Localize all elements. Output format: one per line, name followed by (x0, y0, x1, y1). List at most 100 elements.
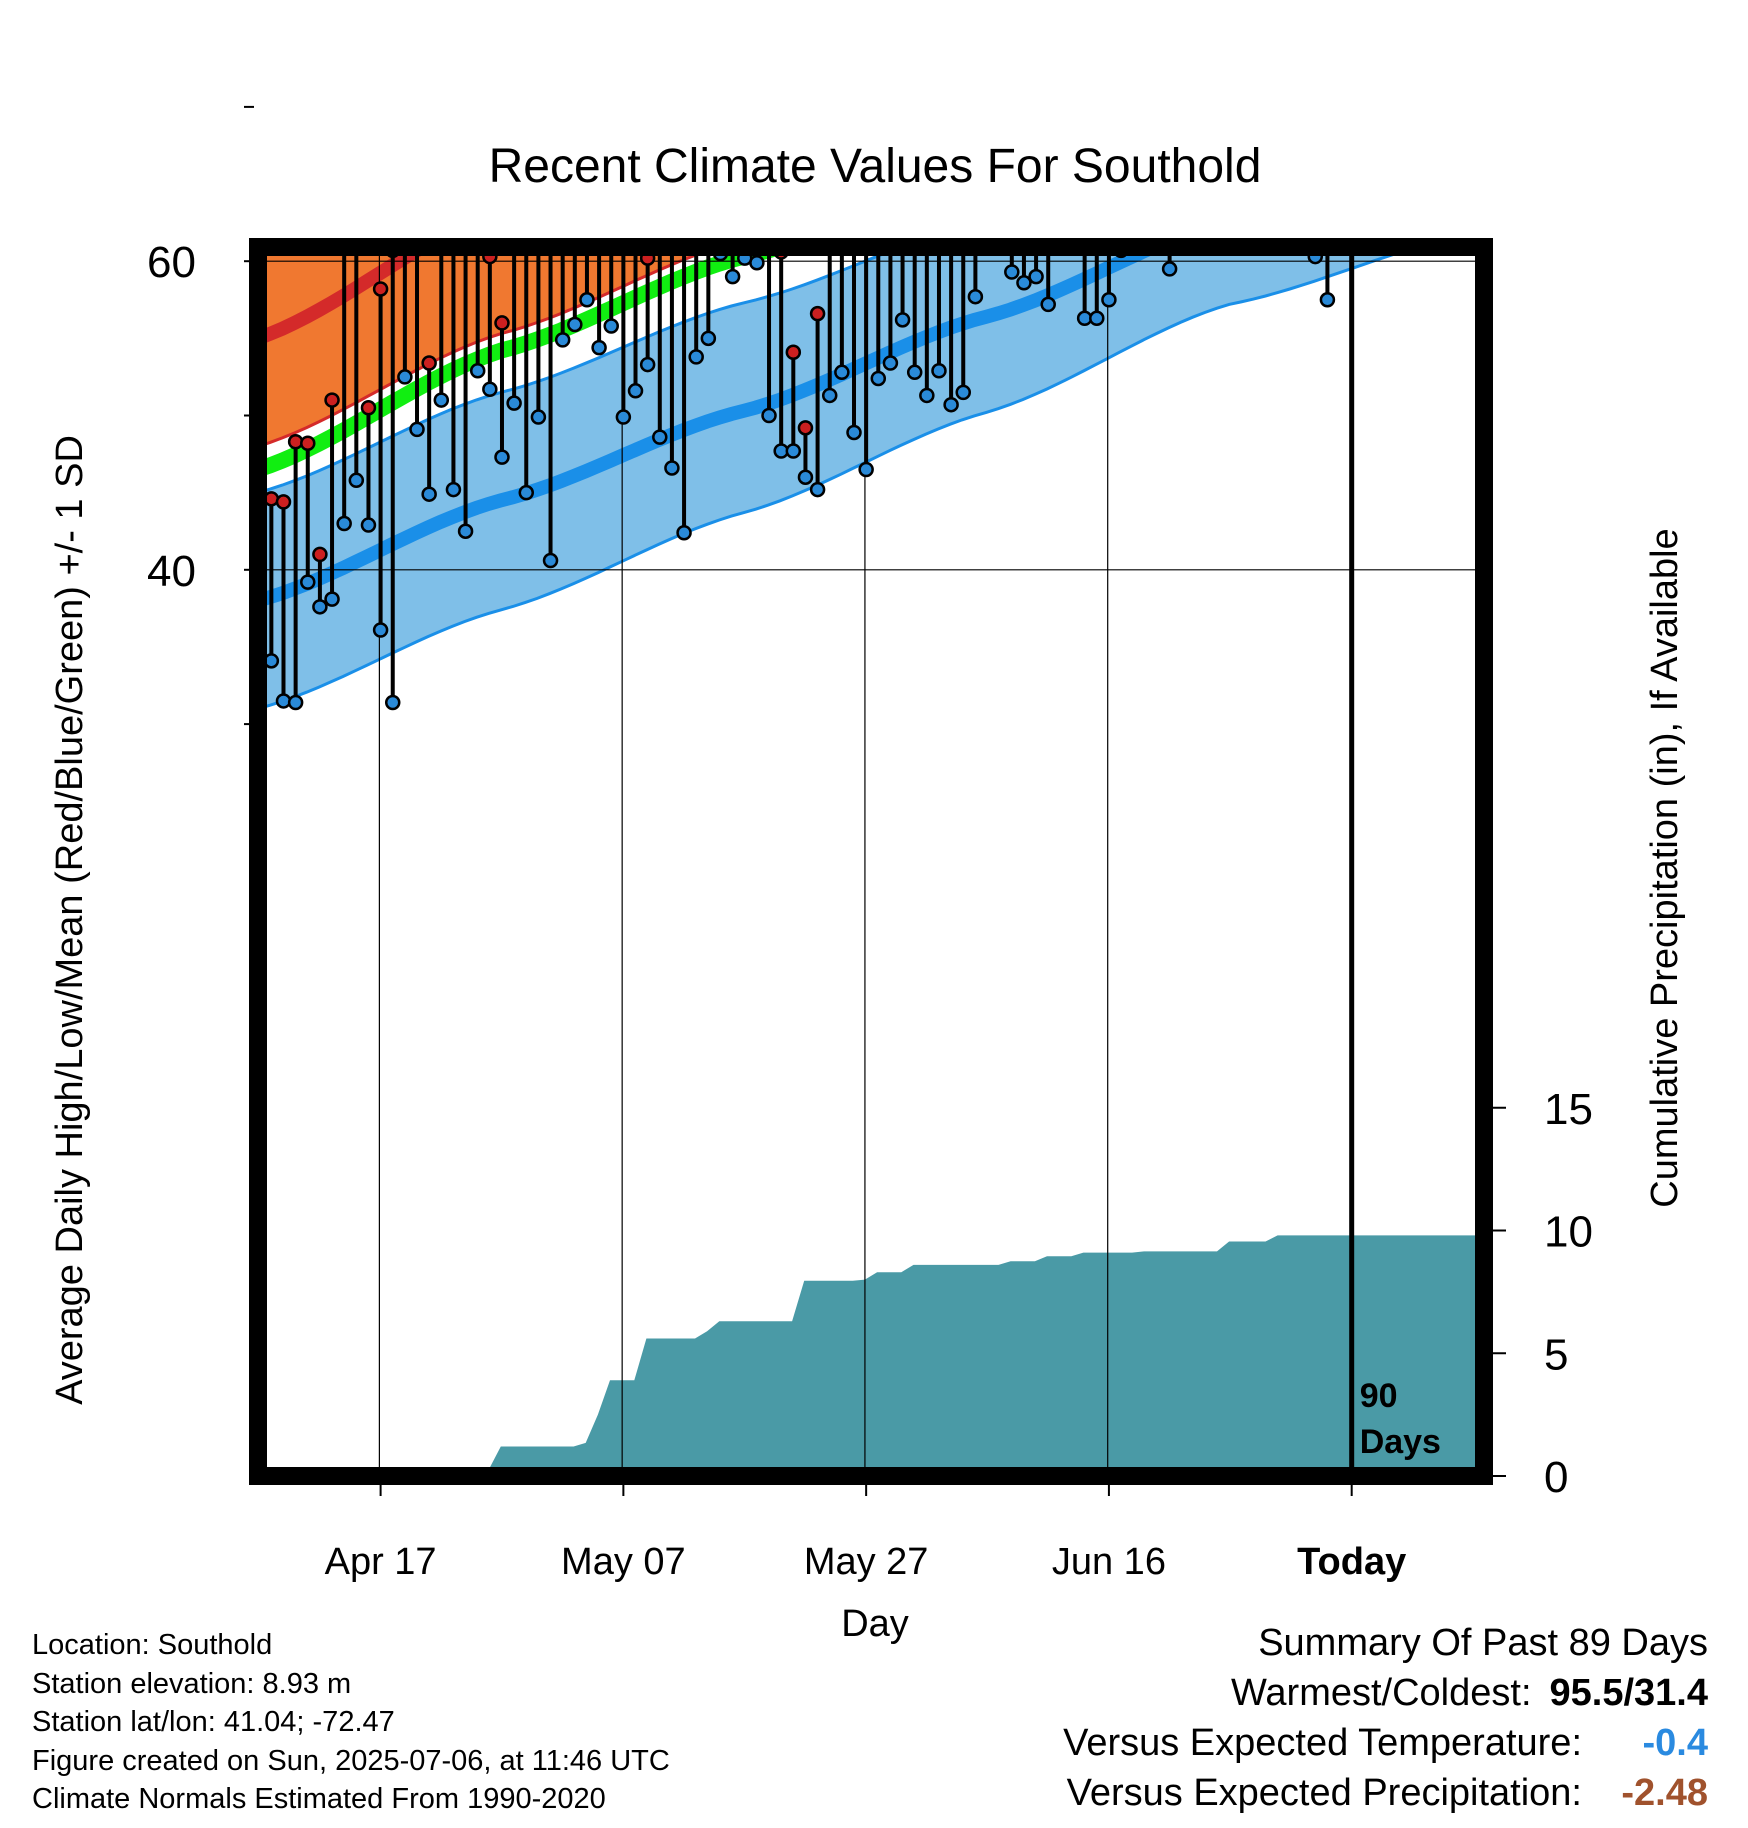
daily-high-marker (945, 0, 958, 7)
daily-low-marker (506, 395, 522, 411)
daily-high-marker (398, 73, 411, 86)
daily-high-marker (860, 70, 873, 83)
daily-high-marker (471, 63, 484, 76)
daily-low-marker (882, 355, 899, 371)
daily-low-marker (1272, 88, 1285, 101)
daily-low-marker (821, 387, 838, 404)
daily-high-marker (809, 305, 826, 322)
precip-departure-value: -2.48 (1621, 1772, 1708, 1814)
daily-low-marker (931, 363, 947, 379)
daily-low-marker (967, 288, 984, 305)
daily-low-marker (834, 364, 850, 381)
daily-high-marker (435, 128, 448, 141)
x-tick-label: Apr 17 (325, 1541, 437, 1583)
daily-low-marker (336, 515, 352, 532)
today-days-word: Days (1360, 1423, 1441, 1461)
x-axis-label: Day (841, 1603, 909, 1645)
y2-tick-label: 5 (1544, 1330, 1568, 1379)
daily-high-marker (884, 202, 897, 215)
daily-low-marker (724, 268, 741, 285)
daily-low-marker (300, 574, 316, 590)
daily-high-marker (629, 54, 642, 67)
daily-high-marker (835, 210, 848, 223)
daily-high-marker (1212, 23, 1225, 36)
daily-high-marker (1005, 65, 1018, 78)
daily-low-marker (906, 364, 923, 381)
daily-high-marker (702, 108, 715, 121)
daily-low-marker (1054, 208, 1067, 221)
daily-low-marker (664, 460, 680, 476)
daily-high-marker (411, 145, 424, 158)
mean-normal-line (258, 247, 806, 478)
daily-high-marker (1066, 37, 1079, 50)
daily-low-marker (700, 330, 717, 347)
latlon-text: Station lat/lon: 41.04; -72.47 (32, 1706, 395, 1738)
daily-low-marker (324, 591, 340, 607)
daily-high-marker (738, 46, 751, 59)
location-text: Location: Southold (32, 1629, 273, 1661)
daily-low-marker (287, 694, 304, 711)
daily-high-marker (324, 392, 340, 408)
daily-low-marker (1200, 56, 1213, 69)
daily-high-marker (459, 159, 472, 172)
daily-low-marker (591, 339, 607, 356)
warm-cold-value: 95.5/31.4 (1549, 1672, 1708, 1714)
daily-high-marker (726, 122, 739, 135)
y2-tick-label: 0 (1544, 1453, 1568, 1502)
y-axis-label: Average Daily High/Low/Mean (Red/Blue/Gr… (49, 435, 91, 1405)
daily-high-marker (665, 105, 678, 118)
daily-high-marker (544, 210, 557, 223)
warm-cold-label: Warmest/Coldest: (1230, 1672, 1532, 1714)
daily-low-marker (846, 424, 862, 441)
daily-high-marker (568, 66, 581, 79)
daily-low-marker (688, 349, 704, 365)
summary-title: Summary Of Past 89 Days (1258, 1622, 1708, 1664)
daily-high-marker (1017, 207, 1030, 220)
daily-low-marker (627, 383, 644, 399)
daily-low-marker (433, 392, 450, 408)
daily-low-marker (312, 599, 328, 615)
daily-low-marker (1319, 292, 1336, 308)
daily-high-marker (932, 124, 945, 137)
y2-tick-label: 15 (1544, 1085, 1593, 1134)
daily-low-marker (397, 369, 413, 385)
station-info: Location: Southold Station elevation: 8.… (32, 1626, 670, 1819)
today-days-count: 90 (1360, 1377, 1398, 1415)
daily-low-marker (1224, 211, 1237, 224)
daily-low-marker (639, 356, 656, 373)
x-tick-label: May 07 (561, 1541, 686, 1583)
daily-high-marker (338, 185, 351, 198)
daily-high-marker (896, 107, 909, 120)
daily-low-marker (1297, 207, 1310, 220)
plot-content (258, 0, 1484, 1476)
y2-tick-label: 10 (1544, 1208, 1593, 1257)
y-tick-label: 40 (147, 547, 196, 596)
daily-high-marker (360, 400, 377, 416)
daily-low-marker (1016, 275, 1032, 291)
x-tick-label: Today (1297, 1541, 1406, 1583)
daily-low-marker (445, 481, 462, 498)
high-normal-band (258, 247, 719, 447)
daily-low-marker (870, 370, 887, 387)
daily-low-marker (615, 409, 632, 425)
daily-high-marker (920, 202, 933, 215)
high-normal-band-lower-edge (258, 247, 724, 448)
daily-low-marker (894, 312, 911, 328)
daily-low-marker (542, 552, 559, 569)
daily-low-marker (652, 429, 668, 445)
precip-departure-label: Versus Expected Precipitation: (1066, 1772, 1582, 1814)
y-tick-label: 60 (147, 238, 196, 287)
daily-high-marker (690, 120, 703, 133)
daily-low-marker (384, 694, 401, 711)
daily-high-marker (957, 26, 970, 39)
daily-low-marker (1127, 204, 1140, 217)
daily-high-marker (750, 99, 763, 112)
daily-high-marker (421, 355, 437, 371)
daily-low-marker (955, 384, 972, 401)
daily-low-marker (1004, 264, 1020, 280)
daily-high-marker (556, 65, 569, 78)
daily-low-marker (785, 443, 802, 459)
daily-low-marker (761, 407, 777, 424)
daily-low-marker (494, 449, 510, 465)
normals-text: Climate Normals Estimated From 1990-2020 (32, 1783, 606, 1815)
